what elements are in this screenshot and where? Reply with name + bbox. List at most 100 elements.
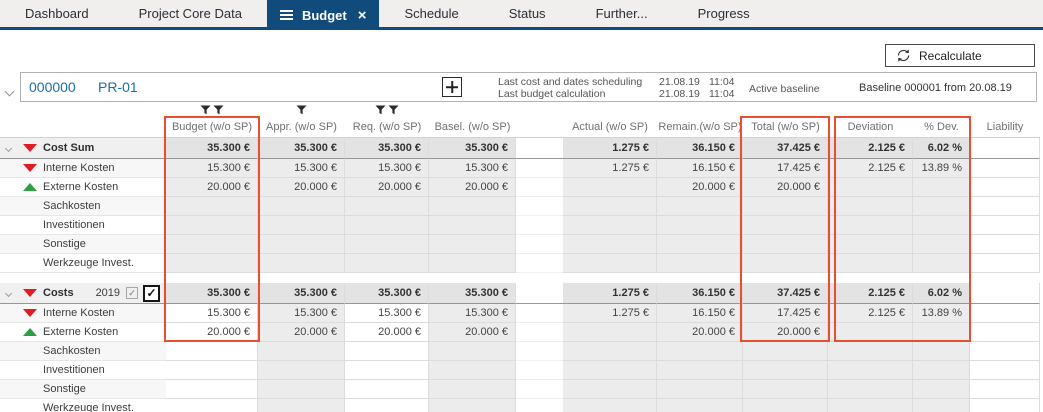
recalculate-button[interactable]: Recalculate — [885, 44, 1035, 67]
table-row: Interne Kosten 15.300 €15.300 €15.300 €15… — [0, 159, 1040, 178]
trend-icon-slot — [17, 289, 43, 297]
column-header-remain[interactable]: Remain.(w/o SP) — [657, 105, 743, 138]
cell-req[interactable] — [345, 380, 429, 399]
cell-actual — [563, 178, 657, 197]
column-header-label: Deviation — [847, 120, 894, 133]
cell-budget[interactable]: 15.300 € — [166, 304, 258, 323]
cell-budget — [166, 197, 258, 216]
cell-total — [743, 197, 828, 216]
row-label: Investitionen — [43, 219, 105, 231]
cell-remain — [657, 361, 743, 380]
tab-label: Progress — [697, 6, 750, 21]
tab-dashboard[interactable]: Dashboard — [0, 0, 114, 27]
filter-funnel-icon[interactable] — [296, 105, 307, 115]
group-collapse-chevron[interactable] — [0, 289, 17, 297]
cell-deviation — [828, 254, 913, 273]
cell-pdev — [913, 178, 970, 197]
column-header-req[interactable]: Req. (w/o SP) — [345, 105, 429, 138]
tab-label: Dashboard — [25, 6, 89, 21]
group-year-label: 2019 — [95, 287, 121, 299]
cell-appr: 35.300 € — [258, 283, 345, 304]
year-checkbox[interactable]: ✓ — [143, 284, 161, 302]
cell-req[interactable] — [345, 399, 429, 412]
cell-actual — [563, 197, 657, 216]
column-header-label: Appr. (w/o SP) — [266, 120, 337, 133]
cell-req — [345, 197, 429, 216]
cell-req[interactable]: 15.300 € — [345, 304, 429, 323]
filter-funnel-icon[interactable] — [375, 105, 386, 115]
cell-appr: 15.300 € — [258, 159, 345, 178]
tab-schedule[interactable]: Schedule — [379, 0, 483, 27]
cell-budget[interactable] — [166, 399, 258, 412]
column-header-total[interactable]: Total (w/o SP) — [743, 105, 828, 138]
chevron-down-icon — [4, 86, 15, 97]
project-collapse-chevron[interactable] — [4, 82, 15, 100]
row-label: Sachkosten — [43, 345, 101, 357]
cell-req: 35.300 € — [345, 283, 429, 304]
tab-label: Schedule — [404, 6, 459, 21]
cell-budget[interactable] — [166, 361, 258, 380]
row-label: Investitionen — [43, 364, 105, 376]
add-button[interactable] — [442, 77, 462, 97]
column-gap-cell — [516, 235, 563, 254]
tab-project-core-data[interactable]: Project Core Data — [114, 0, 267, 27]
cell-total: 37.425 € — [743, 138, 828, 159]
tab-progress[interactable]: Progress — [673, 0, 775, 27]
column-header-budget[interactable]: Budget (w/o SP) — [166, 105, 258, 138]
column-gap — [516, 105, 563, 138]
project-name[interactable]: PR-01 — [98, 79, 138, 95]
group-label-cell[interactable]: Cost Sum — [0, 138, 166, 159]
column-header-label: Req. (w/o SP) — [352, 120, 422, 133]
cell-req[interactable]: 20.000 € — [345, 323, 429, 342]
filter-funnel-icon[interactable] — [200, 105, 211, 115]
tab-status[interactable]: Status — [484, 0, 571, 27]
cell-total: 17.425 € — [743, 159, 828, 178]
budget-table: Budget (w/o SP) Appr. (w/o SP) Req. (w/o S… — [0, 105, 1040, 412]
cell-budget[interactable] — [166, 342, 258, 361]
cell-remain — [657, 342, 743, 361]
active-baseline-value[interactable]: Baseline 000001 from 20.08.19 — [859, 82, 1012, 94]
last-budget-calculation-label: Last budget calculation — [498, 87, 606, 100]
table-row: Investitionen — [0, 216, 1040, 235]
row-label-cell: Externe Kosten — [0, 323, 166, 342]
cell-basel — [429, 399, 516, 412]
cell-budget[interactable] — [166, 380, 258, 399]
row-label: Externe Kosten — [43, 326, 119, 338]
cell-req: 20.000 € — [345, 178, 429, 197]
cell-liability — [970, 361, 1040, 380]
tab-further[interactable]: Further... — [571, 0, 673, 27]
cell-budget — [166, 235, 258, 254]
filter-funnel-icon[interactable] — [213, 105, 224, 115]
tab-budget[interactable]: Budget × — [266, 0, 380, 30]
group-collapse-chevron[interactable] — [0, 144, 17, 152]
column-header-deviation[interactable]: Deviation — [828, 105, 913, 138]
cell-appr — [258, 197, 345, 216]
cell-liability — [970, 235, 1040, 254]
column-header-basel[interactable]: Basel. (w/o SP) — [429, 105, 516, 138]
column-header-appr[interactable]: Appr. (w/o SP) — [258, 105, 345, 138]
cell-actual: 1.275 € — [563, 138, 657, 159]
menu-icon[interactable] — [279, 10, 293, 20]
cell-budget: 20.000 € — [166, 178, 258, 197]
tab-bar: Dashboard Project Core Data Budget × Schedul… — [0, 0, 1043, 30]
column-header-liability[interactable]: Liability — [970, 105, 1040, 138]
year-checkbox-disabled[interactable]: ✓ — [126, 287, 139, 299]
cell-total — [743, 361, 828, 380]
row-label: Sonstige — [43, 383, 86, 395]
trend-icon-slot — [17, 328, 43, 336]
close-icon[interactable]: × — [357, 6, 367, 24]
trend-down-icon — [23, 144, 37, 152]
cell-appr — [258, 380, 345, 399]
filter-funnel-icon[interactable] — [388, 105, 399, 115]
column-header-actual[interactable]: Actual (w/o SP) — [563, 105, 657, 138]
cell-deviation — [828, 235, 913, 254]
cell-budget[interactable]: 20.000 € — [166, 323, 258, 342]
column-header-pdev[interactable]: % Dev. — [913, 105, 970, 138]
project-id[interactable]: 000000 — [29, 79, 76, 95]
group-name: Costs — [43, 287, 74, 299]
group-label-cell[interactable]: Costs 2019 ✓ ✓ — [0, 283, 166, 304]
cell-actual: 1.275 € — [563, 304, 657, 323]
cell-req[interactable] — [345, 342, 429, 361]
cell-req[interactable] — [345, 361, 429, 380]
